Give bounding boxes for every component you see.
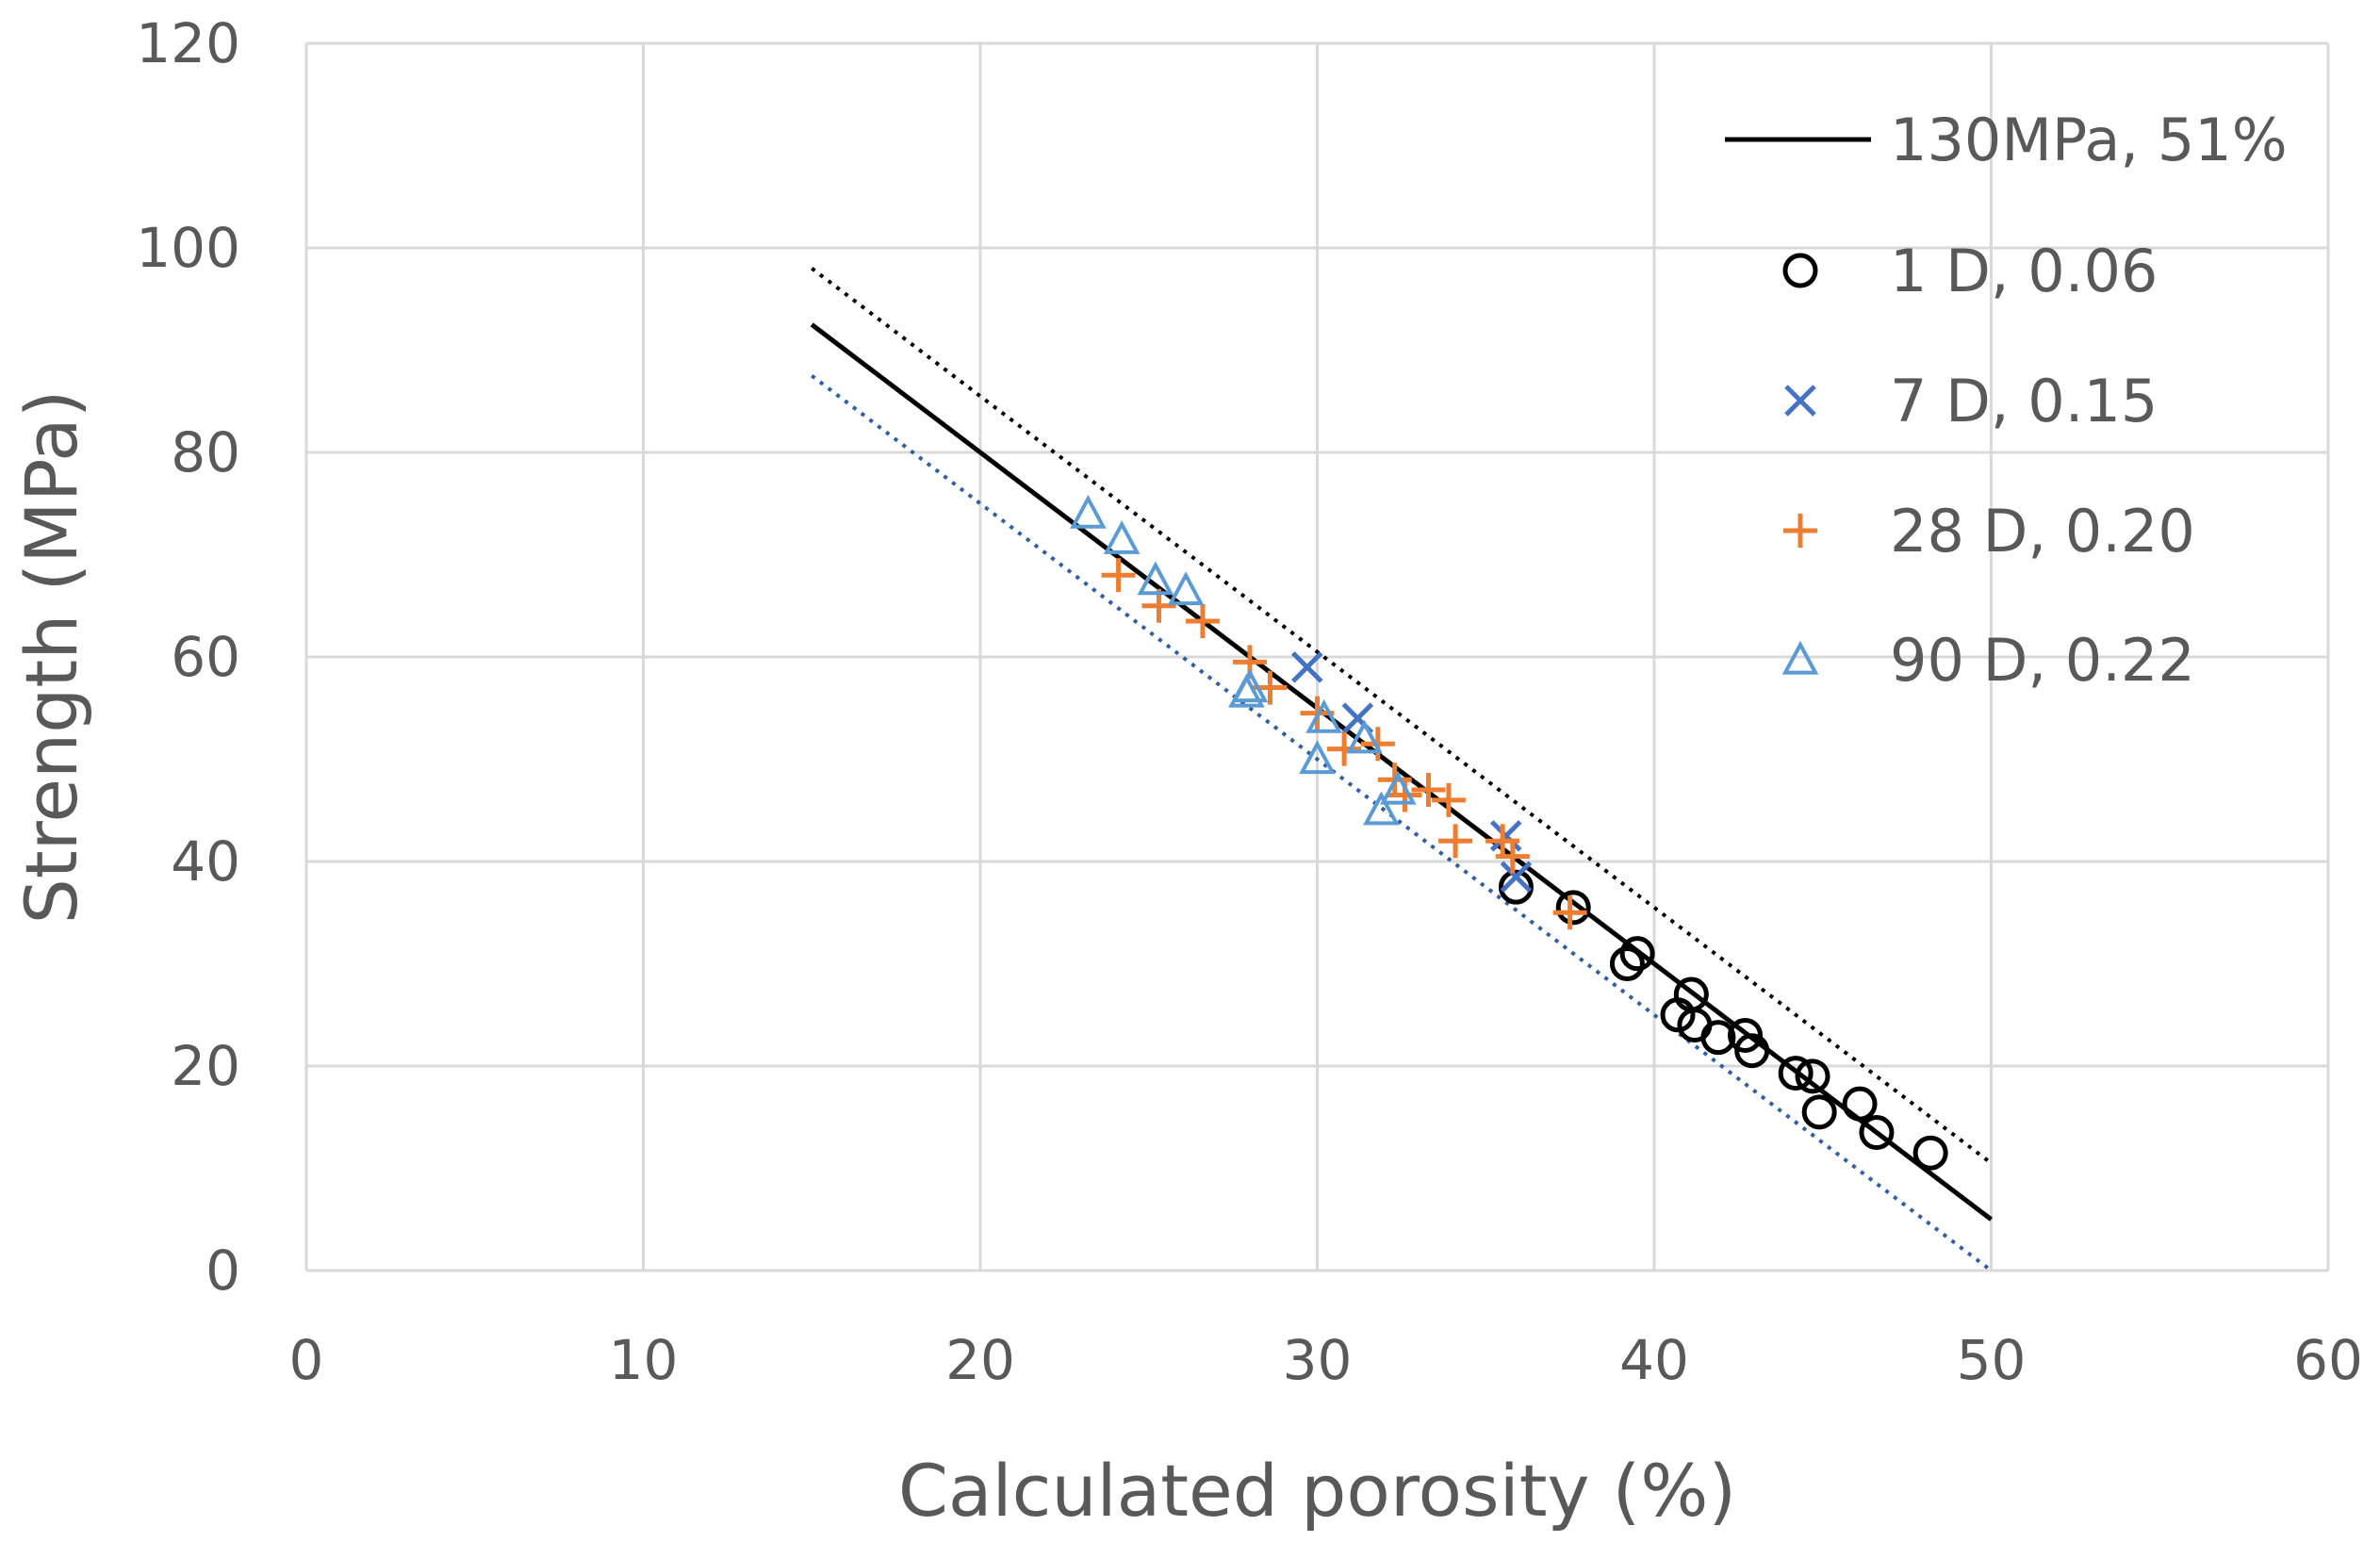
data-point-triangle <box>1363 791 1400 826</box>
fit-line <box>810 322 1994 1222</box>
x-tick-label: 10 <box>609 1328 679 1392</box>
y-tick-label: 120 <box>136 11 240 75</box>
y-tick-label: 80 <box>171 420 240 484</box>
y-tick-label: 20 <box>171 1034 240 1098</box>
data-point-triangle <box>1305 698 1343 733</box>
data-point-circle <box>1912 1135 1948 1171</box>
fit-lines <box>810 267 1994 1272</box>
legend-label: 28 D, 0.20 <box>1890 497 2195 566</box>
legend-swatch-triangle <box>1781 640 1819 675</box>
data-point-triangle <box>1167 571 1205 606</box>
data-point-triangle <box>1299 740 1336 775</box>
x-tick-label: 0 <box>289 1328 324 1392</box>
data-point-plus <box>1438 824 1473 859</box>
x-tick-label: 40 <box>1619 1328 1689 1392</box>
legend: 130MPa, 51% 1 D, 0.06 7 D, 0.15 28 D, 0.20 9… <box>1725 106 2288 695</box>
legend-label: 130MPa, 51% <box>1890 106 2288 174</box>
data-point-circle <box>1498 869 1534 905</box>
y-tick-label: 0 <box>205 1239 240 1303</box>
y-axis-title: Strength (MPa) <box>9 390 93 925</box>
data-point-plus <box>1185 604 1220 639</box>
x-tick-label: 30 <box>1283 1328 1353 1392</box>
data-point-circle <box>1555 890 1591 926</box>
legend-swatch-x <box>1784 385 1816 417</box>
data-point-plus <box>1431 782 1466 817</box>
y-tick-label: 100 <box>136 216 240 280</box>
x-tick-label: 60 <box>2293 1328 2363 1392</box>
data-point-x <box>1500 861 1533 894</box>
data-point-triangle <box>1379 770 1417 805</box>
data-point-triangle <box>1070 494 1107 529</box>
x-axis-title: Calculated porosity (%) <box>898 1449 1736 1533</box>
legend-label: 7 D, 0.15 <box>1890 367 2158 435</box>
data-point-circle <box>1609 946 1645 981</box>
data-point-triangle <box>1346 719 1383 754</box>
x-tick-label: 50 <box>1957 1328 2027 1392</box>
data-point-plus <box>1552 895 1587 930</box>
data-point-circle <box>1700 1020 1736 1056</box>
data-points <box>1070 494 1948 1171</box>
data-point-circle <box>1842 1086 1878 1122</box>
data-point-circle <box>1734 1033 1770 1069</box>
data-point-circle <box>1801 1094 1837 1130</box>
legend-swatch-circle <box>1782 253 1818 288</box>
data-point-triangle <box>1103 520 1141 554</box>
fit-bound-line <box>811 374 1993 1272</box>
data-point-triangle <box>1231 668 1269 703</box>
gridlines <box>304 41 2330 1272</box>
y-tick-label: 40 <box>171 829 240 894</box>
data-point-x <box>1489 820 1522 852</box>
data-point-plus <box>1495 839 1530 874</box>
data-point-plus <box>1101 558 1136 593</box>
fit-bound-line <box>811 267 1993 1165</box>
data-point-plus <box>1360 727 1395 762</box>
data-point-x <box>1291 651 1323 683</box>
data-point-circle <box>1619 936 1655 972</box>
data-point-circle <box>1859 1115 1895 1151</box>
data-point-plus <box>1411 773 1446 808</box>
data-point-circle <box>1728 1017 1764 1053</box>
tick-labels: 0 10 20 30 40 50 60 0 20 40 60 80 100 120 <box>136 11 2363 1392</box>
y-tick-label: 60 <box>171 625 240 689</box>
data-point-circle <box>1778 1056 1814 1091</box>
data-point-plus <box>1327 731 1362 766</box>
data-point-circle <box>1795 1058 1830 1094</box>
x-tick-label: 20 <box>945 1328 1015 1392</box>
legend-label: 1 D, 0.06 <box>1890 237 2158 305</box>
legend-swatch-plus <box>1783 514 1817 548</box>
legend-label: 90 D, 0.22 <box>1890 626 2195 695</box>
data-point-triangle <box>1137 561 1174 596</box>
